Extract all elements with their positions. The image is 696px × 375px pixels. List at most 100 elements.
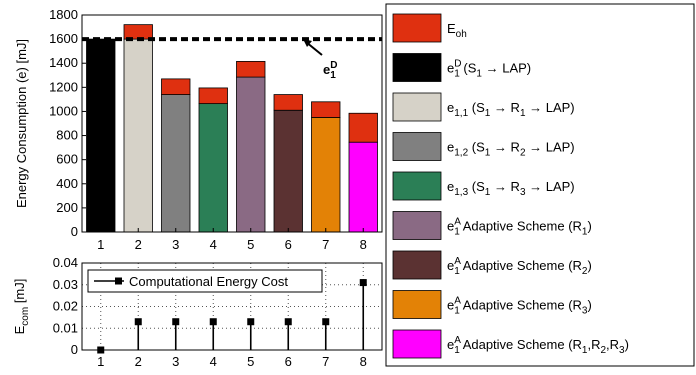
- text-part: E: [12, 325, 27, 334]
- text-part: e: [323, 62, 330, 77]
- legend-label: eA 1 Adaptive Scheme (R2): [447, 256, 592, 277]
- text-part: → LAP): [482, 61, 531, 76]
- bar-segment: [123, 38, 153, 233]
- stem-marker: [322, 318, 330, 326]
- text-part: (S: [460, 61, 477, 76]
- x-tick-label: 4: [210, 354, 217, 369]
- stem-marker: [209, 318, 217, 326]
- text-part: 1: [582, 345, 588, 356]
- text-part: A: [454, 335, 461, 346]
- bar-segment: [123, 24, 153, 40]
- x-tick-label: 1: [97, 237, 104, 252]
- legend-label: eA 1 Adaptive Scheme (R3): [447, 296, 592, 317]
- text-part: e: [447, 219, 454, 234]
- text-part: 1: [582, 227, 588, 238]
- text-part: 1: [485, 148, 491, 159]
- bar-segment: [198, 87, 228, 105]
- y-tick-label: 800: [56, 128, 78, 143]
- text-part: ): [587, 219, 591, 234]
- legend-label: e1,2 (S1 → R2 → LAP): [447, 140, 575, 159]
- text-part: → LAP): [526, 179, 575, 194]
- text-part: e: [447, 337, 454, 352]
- text-part: ,R: [606, 337, 619, 352]
- legend-swatch: [392, 132, 442, 161]
- x-tick-label: 5: [247, 354, 254, 369]
- stem-marker: [359, 279, 367, 287]
- text-part: A: [454, 217, 461, 228]
- text-part: → R: [490, 179, 520, 194]
- text-part: 2: [600, 345, 606, 356]
- text-part: ): [625, 337, 629, 352]
- bar-segment: [236, 76, 266, 233]
- y-tick-label: 1800: [49, 7, 78, 22]
- legend-swatch: [392, 13, 442, 43]
- text-part: ): [587, 258, 591, 273]
- bar-segment: [236, 61, 266, 78]
- y-tick-label: 1200: [49, 79, 78, 94]
- legend-label: eD 1 (S1 → LAP): [447, 59, 531, 80]
- y-tick-label: 0: [71, 342, 78, 357]
- x-tick-label: 7: [322, 354, 329, 369]
- legend-label: Computational Energy Cost: [129, 274, 288, 289]
- text-part: e: [447, 298, 454, 313]
- text-part: 1: [454, 306, 460, 317]
- legend-swatch: [392, 171, 442, 201]
- text-part: (S: [468, 100, 485, 115]
- x-tick-label: 2: [135, 354, 142, 369]
- text-part: 1: [454, 227, 460, 238]
- text-part: 1: [476, 69, 482, 80]
- legend-swatch: [392, 329, 442, 359]
- text-part: Adaptive Scheme (R: [460, 258, 582, 273]
- text-part: D: [454, 59, 461, 70]
- text-part: Adaptive Scheme (R: [460, 337, 582, 352]
- legend-label: e1,3 (S1 → R3 → LAP): [447, 179, 575, 198]
- y-tick-label: 200: [56, 200, 78, 215]
- stem-marker: [247, 318, 255, 326]
- y-tick-label: 1000: [49, 103, 78, 118]
- text-part: A: [454, 256, 461, 267]
- y-tick-label: 0.04: [53, 255, 78, 270]
- text-part: e: [447, 61, 454, 76]
- text-part: [mJ]: [12, 279, 27, 307]
- bar-segment: [86, 38, 116, 233]
- y-tick-label: 0.02: [53, 299, 78, 314]
- text-part: 3: [582, 306, 588, 317]
- stem-marker: [134, 318, 142, 326]
- bar-segment: [311, 117, 341, 233]
- legend-label: Eoh: [447, 21, 467, 40]
- stem-marker: [172, 318, 180, 326]
- y-tick-label: 0.01: [53, 320, 78, 335]
- text-part: (S: [468, 179, 485, 194]
- text-part: 1: [485, 187, 491, 198]
- x-tick-label: 7: [322, 237, 329, 252]
- text-part: Adaptive Scheme (R: [460, 219, 582, 234]
- bar-segment: [348, 141, 378, 233]
- text-part: 1,2: [454, 148, 468, 159]
- bar-segment: [273, 94, 303, 111]
- x-tick-label: 3: [172, 237, 179, 252]
- text-part: e: [447, 140, 454, 155]
- text-part: 3: [520, 187, 526, 198]
- x-tick-label: 5: [247, 237, 254, 252]
- plot-frame: [81, 14, 383, 233]
- text-part: 1: [454, 69, 460, 80]
- y-tick-label: 600: [56, 152, 78, 167]
- text-part: 2: [520, 148, 526, 159]
- y-tick-label: 0: [71, 224, 78, 239]
- x-tick-label: 6: [285, 237, 292, 252]
- text-part: 1: [454, 345, 460, 356]
- bar-segment: [311, 101, 341, 118]
- text-part: ,R: [587, 337, 600, 352]
- x-tick-label: 3: [172, 354, 179, 369]
- legend-label: e1,1 (S1 → R1 → LAP): [447, 100, 575, 119]
- text-part: E: [447, 21, 456, 36]
- text-part: → R: [490, 100, 520, 115]
- legend-swatch: [392, 53, 442, 82]
- stem-marker: [284, 318, 292, 326]
- text-part: → LAP): [526, 100, 575, 115]
- bar-segment: [161, 78, 191, 95]
- text-part: → R: [490, 140, 520, 155]
- plot-frame: [81, 262, 383, 351]
- text-part: e: [447, 100, 454, 115]
- legend-swatch: [392, 92, 442, 122]
